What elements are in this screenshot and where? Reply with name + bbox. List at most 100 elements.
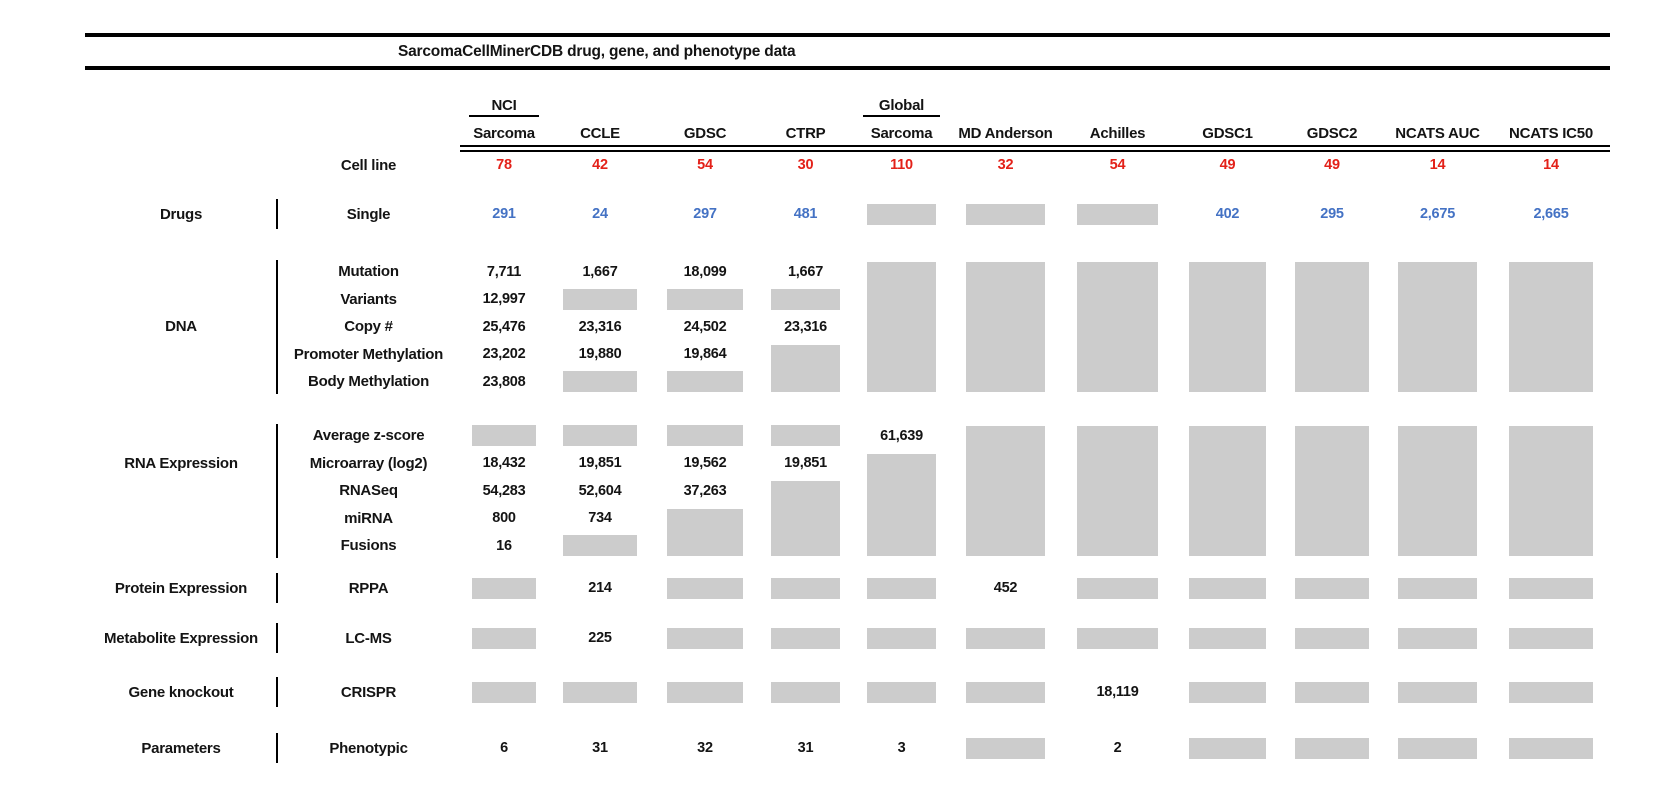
missing-data-box (562, 681, 638, 703)
missing-data-cell (853, 574, 950, 602)
cell-line-count: 78 (496, 157, 512, 173)
missing-data-box (472, 627, 536, 649)
missing-data-box (1508, 577, 1594, 599)
missing-data-cell (652, 422, 758, 450)
missing-data-cell (758, 422, 853, 450)
value-cell: 52,604 (578, 482, 622, 499)
missing-data-box (965, 737, 1046, 759)
missing-data-block (1295, 262, 1369, 392)
category-divider (276, 573, 278, 603)
missing-data-cell (652, 505, 758, 560)
missing-data-block (1398, 262, 1477, 392)
missing-data-block (866, 262, 937, 392)
missing-data-cell (1174, 258, 1281, 396)
column-group-label: Global (853, 94, 950, 120)
row-label: Copy # (344, 318, 393, 336)
category-divider (276, 623, 278, 653)
missing-data-box (771, 627, 840, 649)
value-cell: 18,119 (1096, 684, 1139, 700)
missing-data-box (866, 203, 937, 225)
category-label: Parameters (141, 739, 221, 757)
missing-data-cell (950, 258, 1061, 396)
missing-data-cell (548, 368, 652, 396)
category-divider (276, 199, 278, 229)
value-cell: 61,639 (880, 427, 923, 444)
missing-data-box (562, 288, 638, 310)
missing-data-cell (1383, 258, 1492, 396)
value-cell: 12,997 (482, 291, 526, 308)
missing-data-cell (1061, 574, 1174, 602)
column-header: NCATS AUC (1395, 124, 1480, 142)
missing-data-cell (652, 368, 758, 396)
missing-data-cell (950, 200, 1061, 228)
column-group-underline: NCI (468, 97, 540, 117)
missing-data-box (666, 577, 744, 599)
missing-data-cell (853, 258, 950, 396)
missing-data-block (965, 262, 1046, 392)
missing-data-cell (1492, 678, 1610, 706)
value-cell: 2,675 (1419, 206, 1456, 222)
column-header: Sarcoma (870, 124, 933, 142)
value-cell: 25,476 (482, 318, 526, 335)
missing-data-box (866, 627, 937, 649)
missing-data-cell (460, 624, 548, 652)
value-cell: 23,808 (482, 373, 526, 390)
value-cell: 1,667 (582, 263, 618, 280)
missing-data-box (1508, 627, 1594, 649)
value-cell: 7,711 (486, 263, 522, 280)
cell-line-row: Cell line 78 42 54 30 110 32 54 49 49 14 14 (85, 152, 1610, 178)
category-divider (276, 424, 278, 558)
missing-data-box (771, 577, 840, 599)
missing-data-cell (652, 678, 758, 706)
header-double-rule (460, 145, 1610, 152)
cell-line-count: 14 (1543, 157, 1559, 173)
missing-data-cell (1174, 574, 1281, 602)
missing-data-box (1398, 737, 1477, 759)
missing-data-block (771, 481, 840, 556)
category-divider (276, 260, 278, 394)
value-cell: 24 (592, 206, 608, 222)
missing-data-cell (758, 477, 853, 560)
missing-data-block (1398, 426, 1477, 556)
value-cell: 2 (1113, 740, 1122, 756)
row-label: RPPA (348, 579, 389, 597)
section-metabolite-expression: Metabolite Expression LC-MS 225 (85, 624, 1610, 652)
value-cell: 19,851 (784, 455, 827, 472)
value-cell: 800 (492, 510, 516, 527)
missing-data-cell (950, 624, 1061, 652)
missing-data-cell (1383, 734, 1492, 762)
missing-data-block (1508, 426, 1594, 556)
value-cell: 19,562 (683, 455, 727, 472)
column-header: GDSC1 (1202, 124, 1253, 142)
missing-data-cell (1061, 624, 1174, 652)
missing-data-block (1076, 426, 1159, 556)
missing-data-cell (460, 574, 548, 602)
value-cell: 19,864 (683, 346, 727, 363)
value-cell: 23,316 (578, 318, 622, 335)
column-header: MD Anderson (958, 124, 1053, 142)
value-cell: 32 (697, 740, 713, 756)
value-cell: 31 (797, 740, 814, 756)
missing-data-cell (548, 422, 652, 450)
row-label: Phenotypic (329, 739, 408, 757)
column-header: NCATS IC50 (1509, 124, 1593, 142)
value-cell: 18,099 (683, 263, 727, 280)
row-label: Single (346, 205, 391, 223)
category-label: RNA Expression (124, 454, 238, 472)
value-cell: 16 (496, 537, 512, 554)
cell-line-count: 14 (1429, 157, 1446, 173)
missing-data-box (472, 577, 536, 599)
row-label: Microarray (log2) (309, 454, 428, 472)
missing-data-box (1188, 681, 1267, 703)
section-dna: DNA Mutation 7,711 1,667 18,099 1,667 Variants… (85, 258, 1610, 396)
missing-data-box (1295, 681, 1369, 703)
missing-data-block (1188, 262, 1267, 392)
missing-data-block (965, 426, 1046, 556)
category-label: Gene knockout (128, 683, 234, 701)
value-cell: 31 (592, 740, 608, 756)
missing-data-block (1295, 426, 1369, 556)
missing-data-cell (758, 678, 853, 706)
row-label: LC-MS (345, 629, 392, 647)
missing-data-cell (1061, 200, 1174, 228)
